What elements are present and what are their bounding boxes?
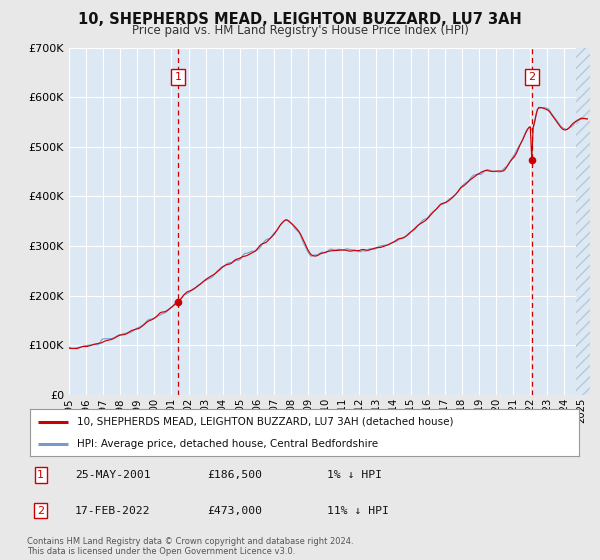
Text: 1: 1 [175, 72, 181, 82]
Text: £473,000: £473,000 [207, 506, 262, 516]
Text: 2: 2 [37, 506, 44, 516]
Text: This data is licensed under the Open Government Licence v3.0.: This data is licensed under the Open Gov… [27, 547, 295, 556]
Text: 11% ↓ HPI: 11% ↓ HPI [327, 506, 389, 516]
Text: Price paid vs. HM Land Registry's House Price Index (HPI): Price paid vs. HM Land Registry's House … [131, 24, 469, 36]
Text: 1: 1 [37, 470, 44, 480]
Text: 17-FEB-2022: 17-FEB-2022 [75, 506, 151, 516]
Text: £186,500: £186,500 [207, 470, 262, 480]
Text: 10, SHEPHERDS MEAD, LEIGHTON BUZZARD, LU7 3AH: 10, SHEPHERDS MEAD, LEIGHTON BUZZARD, LU… [78, 12, 522, 27]
Text: 25-MAY-2001: 25-MAY-2001 [75, 470, 151, 480]
Text: 2: 2 [529, 72, 536, 82]
Text: HPI: Average price, detached house, Central Bedfordshire: HPI: Average price, detached house, Cent… [77, 438, 378, 449]
Text: 10, SHEPHERDS MEAD, LEIGHTON BUZZARD, LU7 3AH (detached house): 10, SHEPHERDS MEAD, LEIGHTON BUZZARD, LU… [77, 417, 453, 427]
Text: Contains HM Land Registry data © Crown copyright and database right 2024.: Contains HM Land Registry data © Crown c… [27, 537, 353, 546]
Text: 1% ↓ HPI: 1% ↓ HPI [327, 470, 382, 480]
